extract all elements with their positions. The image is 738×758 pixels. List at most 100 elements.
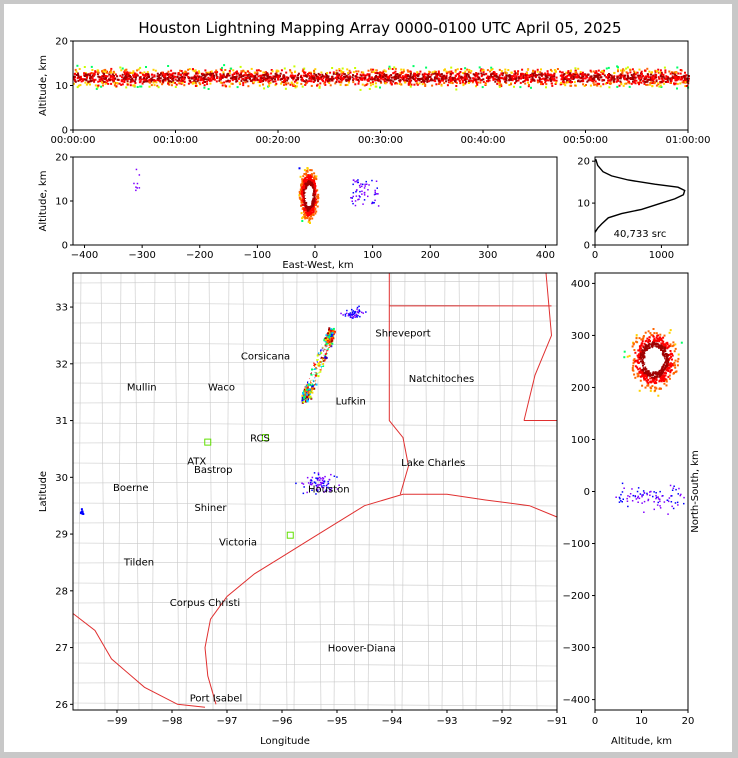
source-point	[115, 85, 118, 88]
source-point	[509, 74, 512, 77]
source-point	[128, 77, 130, 80]
source-point	[498, 84, 501, 87]
source-point	[262, 71, 265, 74]
source-point	[308, 80, 311, 83]
source-point	[293, 83, 296, 86]
source-point	[289, 75, 292, 78]
y-axis-label: Altitude, km	[38, 55, 49, 116]
source-point	[356, 316, 358, 318]
source-point	[304, 80, 307, 83]
source-point	[562, 81, 565, 84]
source-point	[164, 77, 167, 80]
source-point	[620, 81, 623, 84]
source-point	[313, 72, 316, 75]
source-point	[646, 370, 649, 373]
source-point	[203, 76, 206, 79]
source-point	[292, 78, 295, 81]
source-point	[455, 88, 458, 91]
source-point	[85, 74, 88, 76]
source-point	[563, 77, 566, 80]
source-point	[262, 78, 265, 81]
source-point	[145, 77, 148, 80]
source-point	[235, 72, 238, 75]
source-point	[226, 74, 229, 77]
source-point	[442, 74, 445, 77]
x-tick-label: 00:50:00	[563, 135, 608, 146]
source-point	[331, 78, 333, 81]
source-point	[376, 193, 378, 195]
source-point	[633, 70, 636, 73]
source-point	[319, 367, 322, 370]
source-point	[153, 84, 156, 87]
source-point	[544, 81, 547, 84]
source-point	[170, 69, 173, 72]
source-point	[464, 76, 467, 79]
source-point	[366, 82, 369, 85]
source-point	[567, 71, 570, 74]
source-point	[419, 78, 421, 81]
source-point	[623, 82, 626, 85]
source-point	[210, 76, 213, 79]
source-point	[353, 312, 356, 315]
source-point	[310, 211, 313, 214]
source-point	[551, 76, 554, 79]
y-tick-label: 0	[62, 241, 68, 252]
county-line	[72, 502, 558, 507]
source-point	[304, 83, 307, 86]
source-point	[445, 76, 448, 79]
source-point	[530, 79, 533, 82]
source-point	[361, 193, 363, 195]
source-point	[495, 73, 498, 75]
source-point	[394, 67, 397, 70]
source-point	[121, 83, 124, 86]
source-point	[302, 175, 305, 178]
source-point	[264, 71, 267, 74]
source-point	[319, 343, 321, 346]
source-point	[519, 86, 522, 89]
source-point	[160, 72, 162, 75]
source-point	[401, 75, 404, 78]
source-point	[568, 80, 571, 83]
source-point	[651, 85, 654, 88]
source-point	[281, 81, 284, 84]
source-point	[240, 70, 243, 73]
source-point	[373, 78, 376, 80]
source-point	[349, 71, 352, 74]
x-tick-label: −97	[216, 716, 237, 727]
source-point	[309, 196, 312, 199]
source-point	[363, 199, 366, 201]
source-point	[565, 77, 568, 80]
source-point	[231, 76, 234, 79]
source-point	[542, 73, 545, 76]
source-point	[305, 169, 308, 172]
source-point	[130, 71, 132, 74]
source-point	[304, 196, 307, 198]
source-point	[427, 73, 430, 75]
source-point	[356, 73, 359, 75]
source-point	[312, 186, 315, 189]
source-point	[435, 70, 437, 73]
source-point	[114, 73, 117, 76]
source-point	[201, 72, 204, 75]
source-point	[309, 379, 312, 382]
source-point	[310, 384, 313, 387]
source-point	[211, 77, 214, 80]
source-point	[383, 73, 386, 76]
source-point	[423, 80, 426, 83]
source-point	[339, 76, 342, 78]
source-point	[167, 82, 170, 85]
source-point	[668, 358, 671, 361]
source-point	[274, 72, 277, 75]
source-point	[238, 74, 241, 77]
source-point	[369, 84, 372, 87]
county-line	[72, 280, 558, 284]
source-point	[306, 181, 309, 184]
source-point	[582, 83, 585, 86]
source-point	[594, 75, 597, 78]
source-point	[301, 394, 304, 397]
source-point	[167, 70, 170, 73]
source-point	[309, 375, 312, 378]
source-point	[317, 365, 320, 368]
source-point	[300, 184, 303, 186]
source-point	[610, 78, 613, 81]
